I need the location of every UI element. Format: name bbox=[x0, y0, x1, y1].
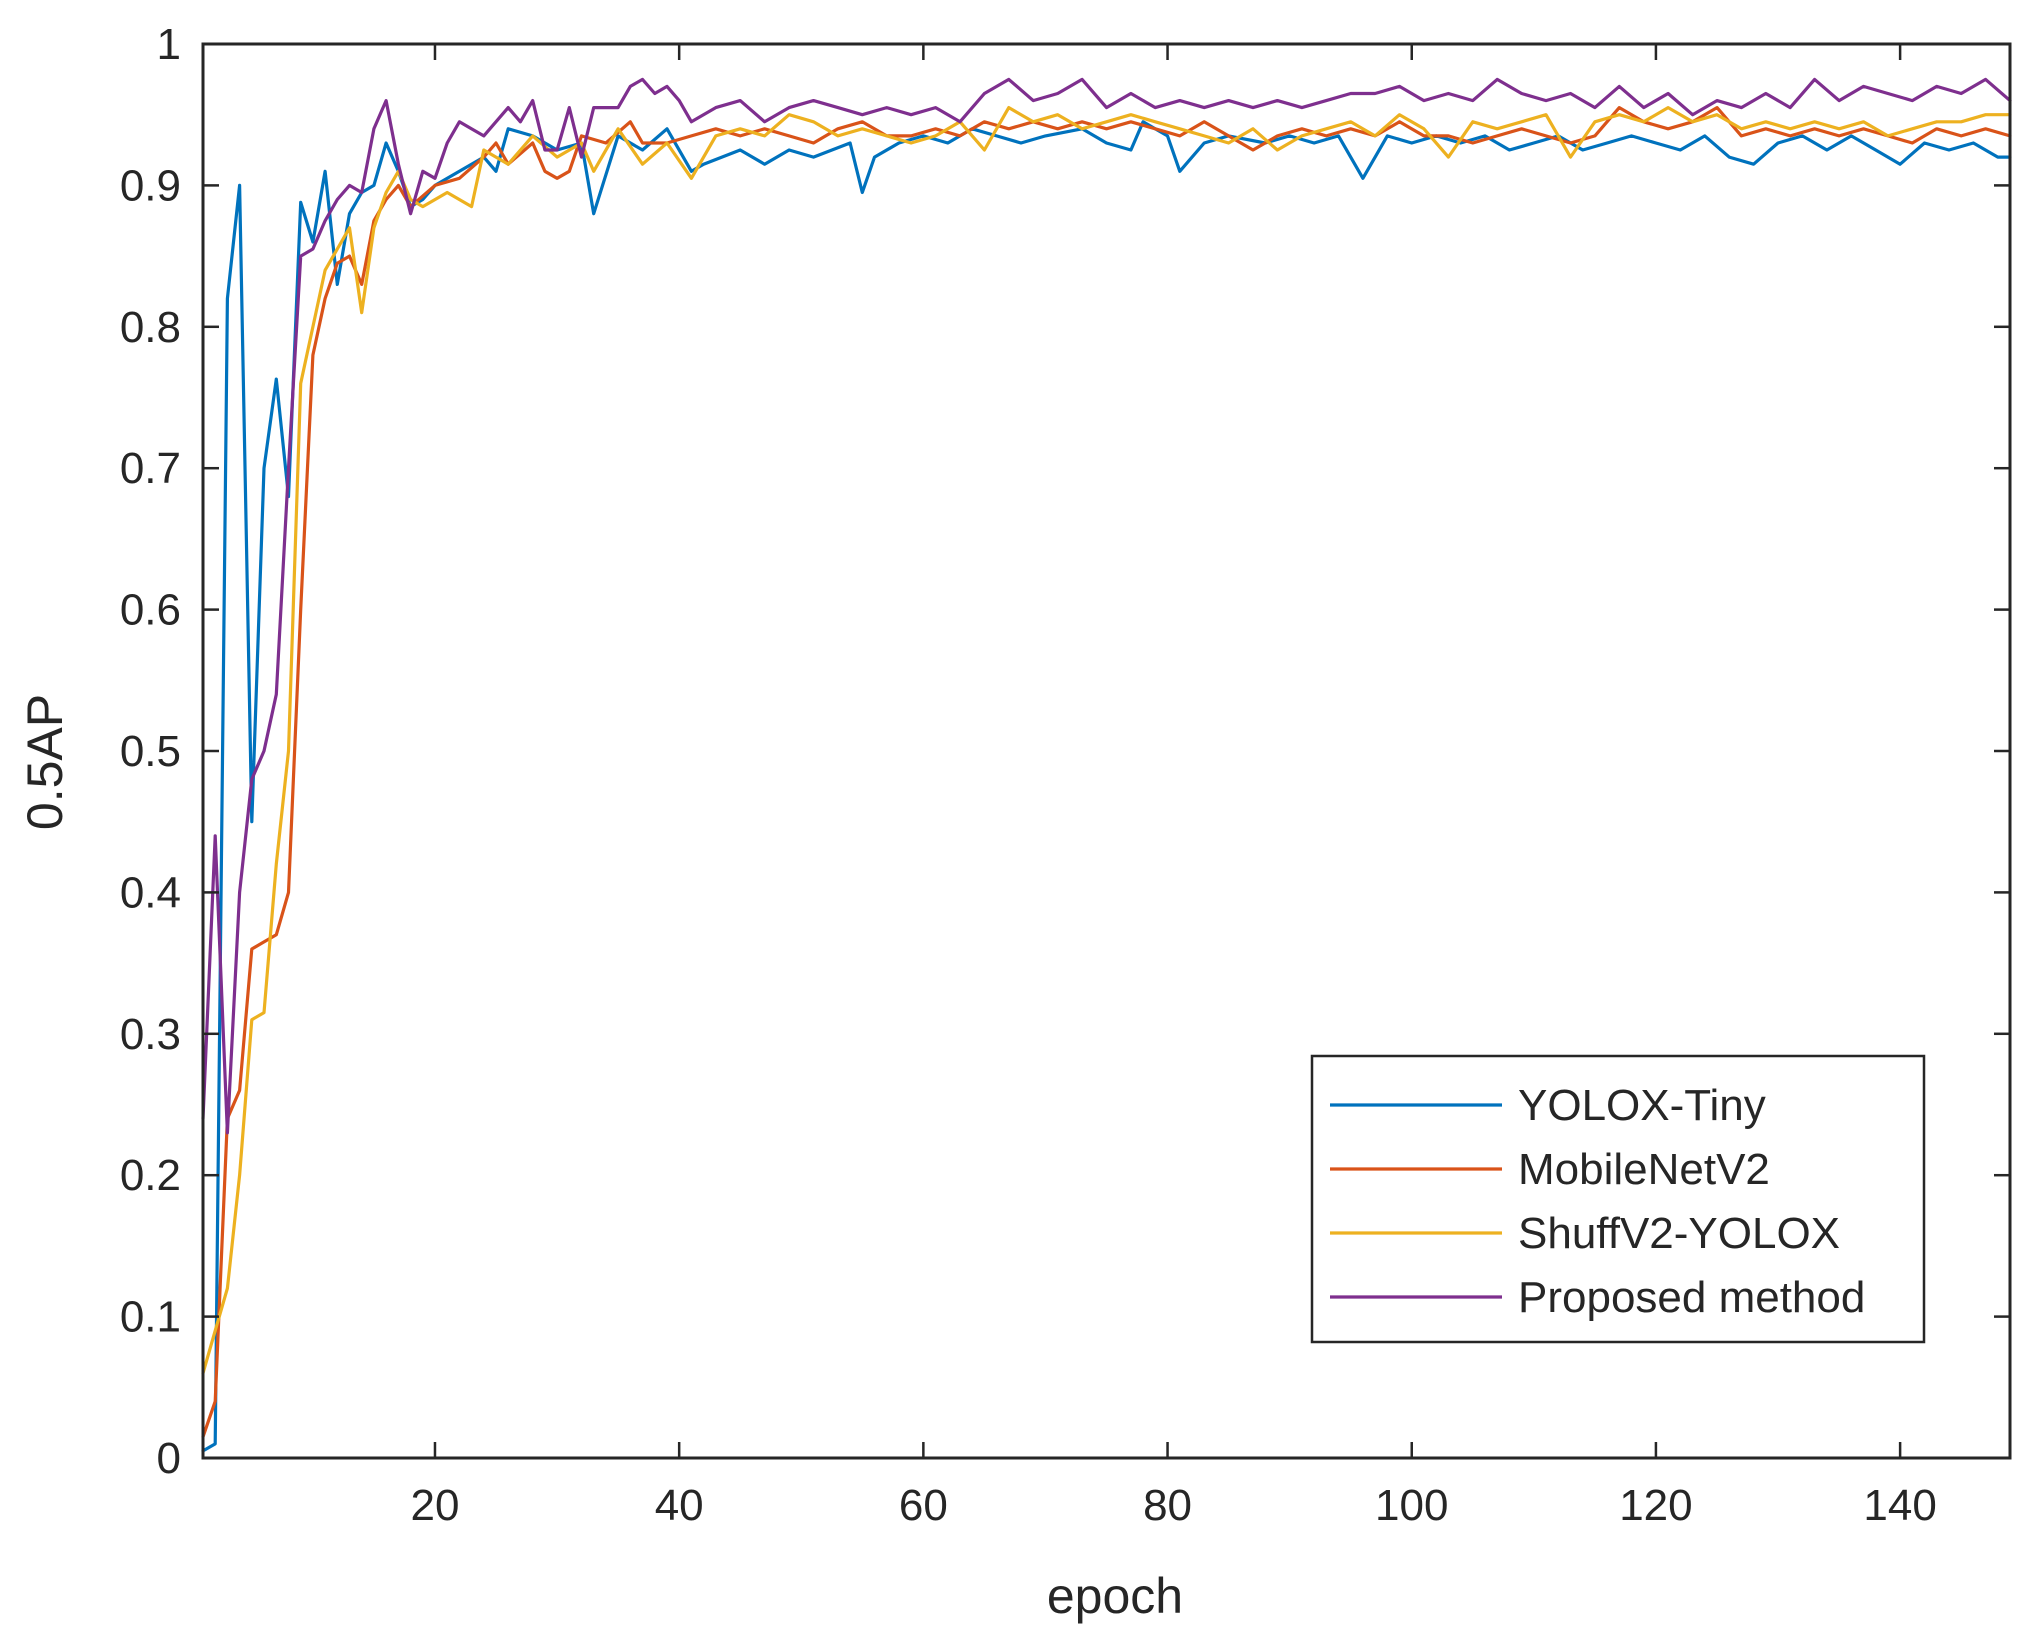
y-tick-label: 0.2 bbox=[120, 1151, 181, 1200]
y-tick-label: 0.5 bbox=[120, 727, 181, 776]
legend-label-2: MobileNetV2 bbox=[1518, 1145, 1770, 1194]
y-tick-label: 0.4 bbox=[120, 868, 181, 917]
y-tick-label: 0.1 bbox=[120, 1293, 181, 1342]
y-tick-label: 1 bbox=[157, 20, 181, 69]
x-tick-label: 100 bbox=[1375, 1481, 1448, 1530]
x-tick-label: 60 bbox=[899, 1481, 948, 1530]
y-tick-label: 0.6 bbox=[120, 586, 181, 635]
x-tick-label: 80 bbox=[1143, 1481, 1192, 1530]
series-layer bbox=[201, 77, 2012, 1453]
y-tick-label: 0.9 bbox=[120, 161, 181, 210]
x-tick-label: 20 bbox=[411, 1481, 460, 1530]
legend-label-3: ShuffV2-YOLOX bbox=[1518, 1209, 1840, 1258]
x-tick-label: 120 bbox=[1619, 1481, 1692, 1530]
y-tick-label: 0 bbox=[157, 1434, 181, 1483]
legend-label-4: Proposed method bbox=[1518, 1273, 1865, 1322]
x-axis-label: epoch bbox=[1047, 1568, 1183, 1624]
series-line-3 bbox=[201, 106, 2012, 1375]
y-tick-label: 0.8 bbox=[120, 303, 181, 352]
x-tick-label: 40 bbox=[655, 1481, 704, 1530]
legend-label-1: YOLOX-Tiny bbox=[1518, 1081, 1766, 1130]
y-tick-label: 0.3 bbox=[120, 1010, 181, 1059]
x-tick-label: 140 bbox=[1863, 1481, 1936, 1530]
y-tick-label: 0.7 bbox=[120, 444, 181, 493]
series-line-4 bbox=[201, 77, 2012, 1135]
y-axis-label: 0.5AP bbox=[17, 694, 73, 830]
legend: YOLOX-Tiny MobileNetV2 ShuffV2-YOLOX Propos… bbox=[1310, 1054, 1926, 1344]
ticks-layer: 20 40 60 80 100 120 140 0 0.1 0.2 0.3 0.4 0.5 0.6 0.7 0… bbox=[120, 20, 2010, 1530]
